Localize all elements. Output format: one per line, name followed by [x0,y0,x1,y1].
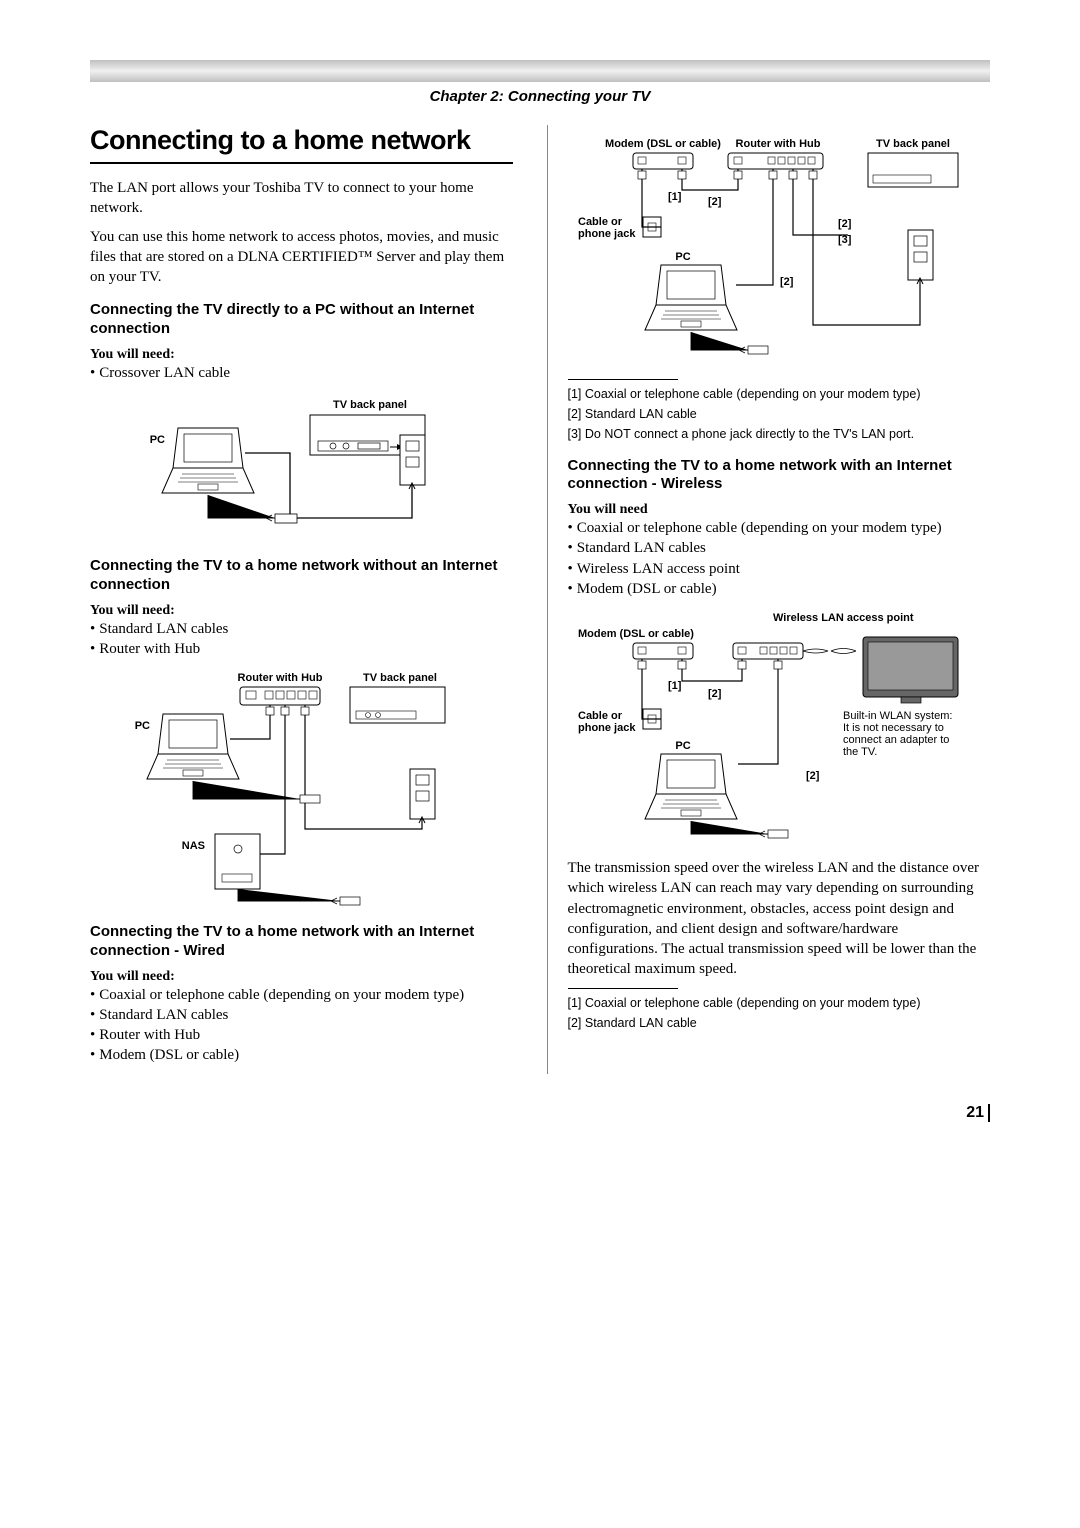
sec4-item: Standard LAN cables [568,538,991,558]
diag3-cable-label: Cable orphone jack [578,216,636,240]
intro-para-2: You can use this home network to access … [90,227,513,288]
fn4-1: [1] Coaxial or telephone cable (dependin… [568,995,991,1012]
left-column: Connecting to a home network The LAN por… [90,125,523,1074]
diag2-pc-label: PC [135,720,150,732]
diag2-tv-label: TV back panel [363,672,437,684]
sec3-item: Standard LAN cables [90,1005,513,1025]
diag1-tv-label: TV back panel [333,399,407,411]
right-column: Modem (DSL or cable) Router with Hub TV … [547,125,991,1074]
sec2-item: Standard LAN cables [90,619,513,639]
diag4-pc-label: PC [675,740,690,752]
diag3-router-label: Router with Hub [735,138,820,150]
sec2-list: Standard LAN cables Router with Hub [90,619,513,660]
sec4-item: Coaxial or telephone cable (depending on… [568,518,991,538]
diag1-pc-label: PC [150,434,165,446]
sec4-list: Coaxial or telephone cable (depending on… [568,518,991,599]
diagram-wired-internet: Modem (DSL or cable) Router with Hub TV … [568,135,991,365]
diagram-router-noint: Router with Hub TV back panel [90,669,513,909]
chapter-bar [90,60,990,82]
fn3-3: [3] Do NOT connect a phone jack directly… [568,426,991,443]
sec3-item: Router with Hub [90,1025,513,1045]
svg-text:[2]: [2] [806,770,820,782]
sec2-you-need: You will need: [90,603,513,619]
sec1-list: Crossover LAN cable [90,363,513,383]
main-heading: Connecting to a home network [90,125,513,164]
sec4-you-need: You will need [568,502,991,518]
sec4-item: Modem (DSL or cable) [568,579,991,599]
diag4-modem-label: Modem (DSL or cable) [578,628,694,640]
svg-text:[1]: [1] [668,191,682,203]
sec4-heading: Connecting the TV to a home network with… [568,457,991,495]
page-number: 21 [90,1104,990,1122]
content-columns: Connecting to a home network The LAN por… [90,125,990,1074]
footnote-rule [568,988,678,989]
svg-text:[2]: [2] [708,196,722,208]
fn3-2: [2] Standard LAN cable [568,406,991,423]
fn3-1: [1] Coaxial or telephone cable (dependin… [568,386,991,403]
diag4-wap-label: Wireless LAN access point [773,612,914,624]
diagram-pc-direct: TV back panel PC [90,393,513,543]
diag3-tv-label: TV back panel [876,138,950,150]
fn4-2: [2] Standard LAN cable [568,1015,991,1032]
diag2-nas-label: NAS [182,840,205,852]
footnote-rule [568,379,678,380]
sec3-list: Coaxial or telephone cable (depending on… [90,985,513,1066]
intro-para-1: The LAN port allows your Toshiba TV to c… [90,178,513,219]
closing-para: The transmission speed over the wireless… [568,858,991,980]
diag3-modem-label: Modem (DSL or cable) [605,138,721,150]
diag3-pc-label: PC [675,251,690,263]
chapter-title: Chapter 2: Connecting your TV [90,84,990,125]
svg-text:[2]: [2] [838,218,852,230]
sec3-you-need: You will need: [90,969,513,985]
sec2-heading: Connecting the TV to a home network with… [90,557,513,595]
sec1-heading: Connecting the TV directly to a PC witho… [90,301,513,339]
diag2-router-label: Router with Hub [238,672,323,684]
svg-text:[1]: [1] [668,680,682,692]
sec1-item: Crossover LAN cable [90,363,513,383]
sec3-item: Modem (DSL or cable) [90,1045,513,1065]
svg-text:[3]: [3] [838,234,852,246]
sec4-item: Wireless LAN access point [568,559,991,579]
svg-text:Cable orphone jack: Cable orphone jack [578,710,636,734]
sec1-you-need: You will need: [90,347,513,363]
svg-text:Built-in WLAN system:It is not: Built-in WLAN system:It is not necessary… [843,710,952,758]
sec2-item: Router with Hub [90,639,513,659]
sec3-heading: Connecting the TV to a home network with… [90,923,513,961]
svg-text:[2]: [2] [780,276,794,288]
svg-text:[2]: [2] [708,688,722,700]
sec3-item: Coaxial or telephone cable (depending on… [90,985,513,1005]
diagram-wireless: Wireless LAN access point Modem (DSL or … [568,609,991,844]
